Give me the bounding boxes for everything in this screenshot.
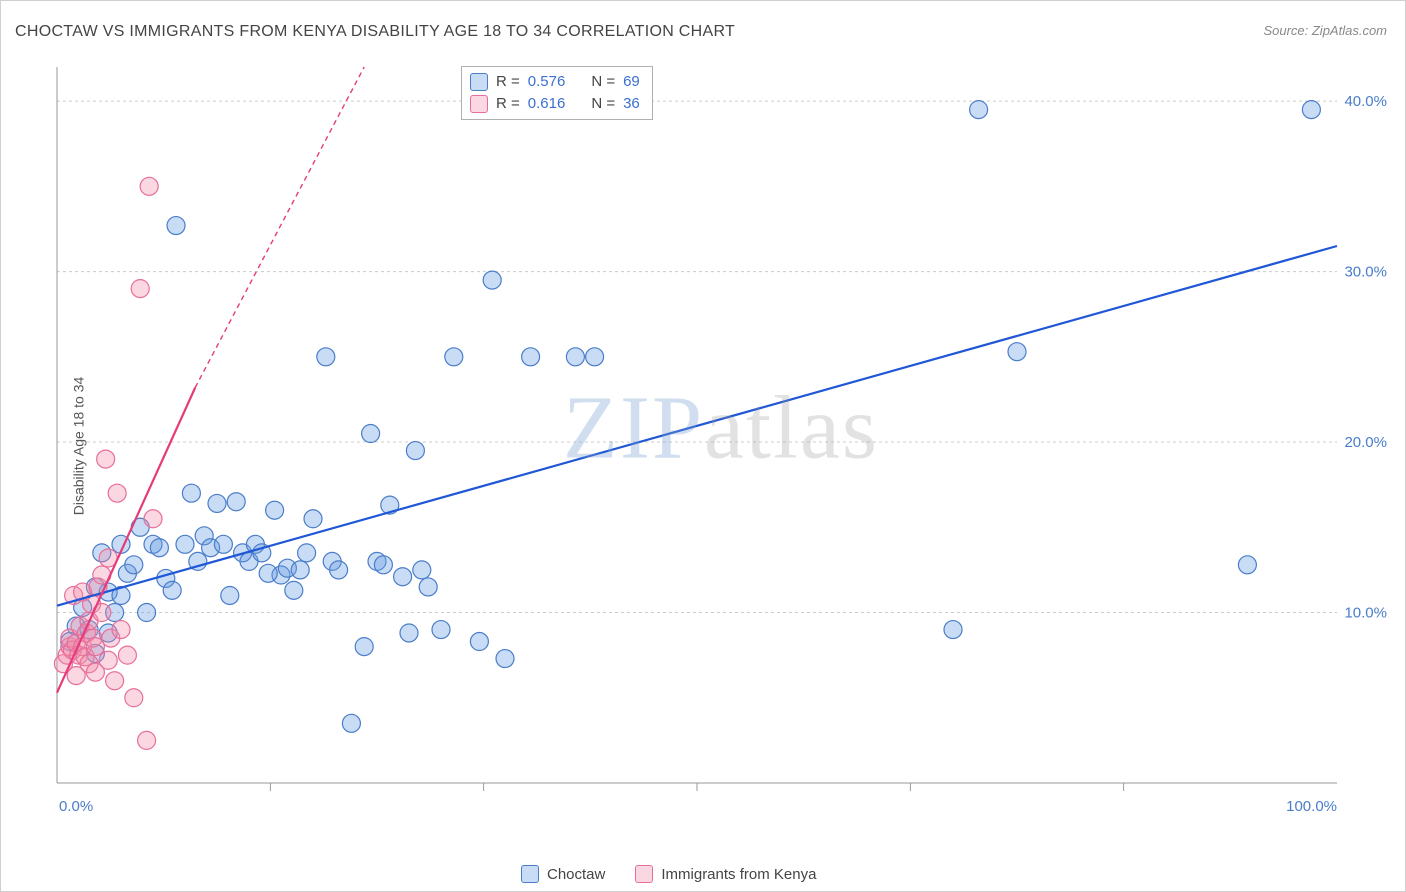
n-value: 36 bbox=[623, 93, 640, 115]
r-value: 0.616 bbox=[528, 93, 566, 115]
svg-text:100.0%: 100.0% bbox=[1286, 798, 1337, 815]
chart-container: CHOCTAW VS IMMIGRANTS FROM KENYA DISABIL… bbox=[0, 0, 1406, 892]
r-label: R = bbox=[496, 71, 520, 93]
legend-label: Immigrants from Kenya bbox=[661, 866, 816, 883]
r-value: 0.576 bbox=[528, 71, 566, 93]
legend-item: Choctaw bbox=[521, 865, 605, 883]
n-value: 69 bbox=[623, 71, 640, 93]
plot-area: 10.0%20.0%30.0%40.0%0.0%100.0% ZIPatlas bbox=[51, 63, 1391, 823]
svg-text:30.0%: 30.0% bbox=[1344, 264, 1387, 281]
scatter-plot: 10.0% 20.0% 30.0% 40.0% 0.0% 100.0% bbox=[51, 63, 1391, 823]
chart-title: CHOCTAW VS IMMIGRANTS FROM KENYA DISABIL… bbox=[15, 23, 735, 41]
swatch-pink bbox=[470, 95, 488, 113]
stats-row: R = 0.576 N = 69 bbox=[470, 71, 640, 93]
swatch-blue bbox=[470, 73, 488, 91]
svg-text:0.0%: 0.0% bbox=[59, 798, 93, 815]
svg-text:40.0%: 40.0% bbox=[1344, 93, 1387, 110]
bottom-legend: Choctaw Immigrants from Kenya bbox=[521, 865, 816, 883]
svg-text:10.0%: 10.0% bbox=[1344, 605, 1387, 622]
n-label: N = bbox=[591, 93, 615, 115]
stats-legend: R = 0.576 N = 69 R = 0.616 N = 36 bbox=[461, 66, 653, 120]
swatch-blue bbox=[521, 865, 539, 883]
svg-text:20.0%: 20.0% bbox=[1344, 434, 1387, 451]
legend-label: Choctaw bbox=[547, 866, 605, 883]
n-label: N = bbox=[591, 71, 615, 93]
r-label: R = bbox=[496, 93, 520, 115]
swatch-pink bbox=[635, 865, 653, 883]
legend-item: Immigrants from Kenya bbox=[635, 865, 816, 883]
stats-row: R = 0.616 N = 36 bbox=[470, 93, 640, 115]
source-label: Source: ZipAtlas.com bbox=[1263, 23, 1387, 38]
